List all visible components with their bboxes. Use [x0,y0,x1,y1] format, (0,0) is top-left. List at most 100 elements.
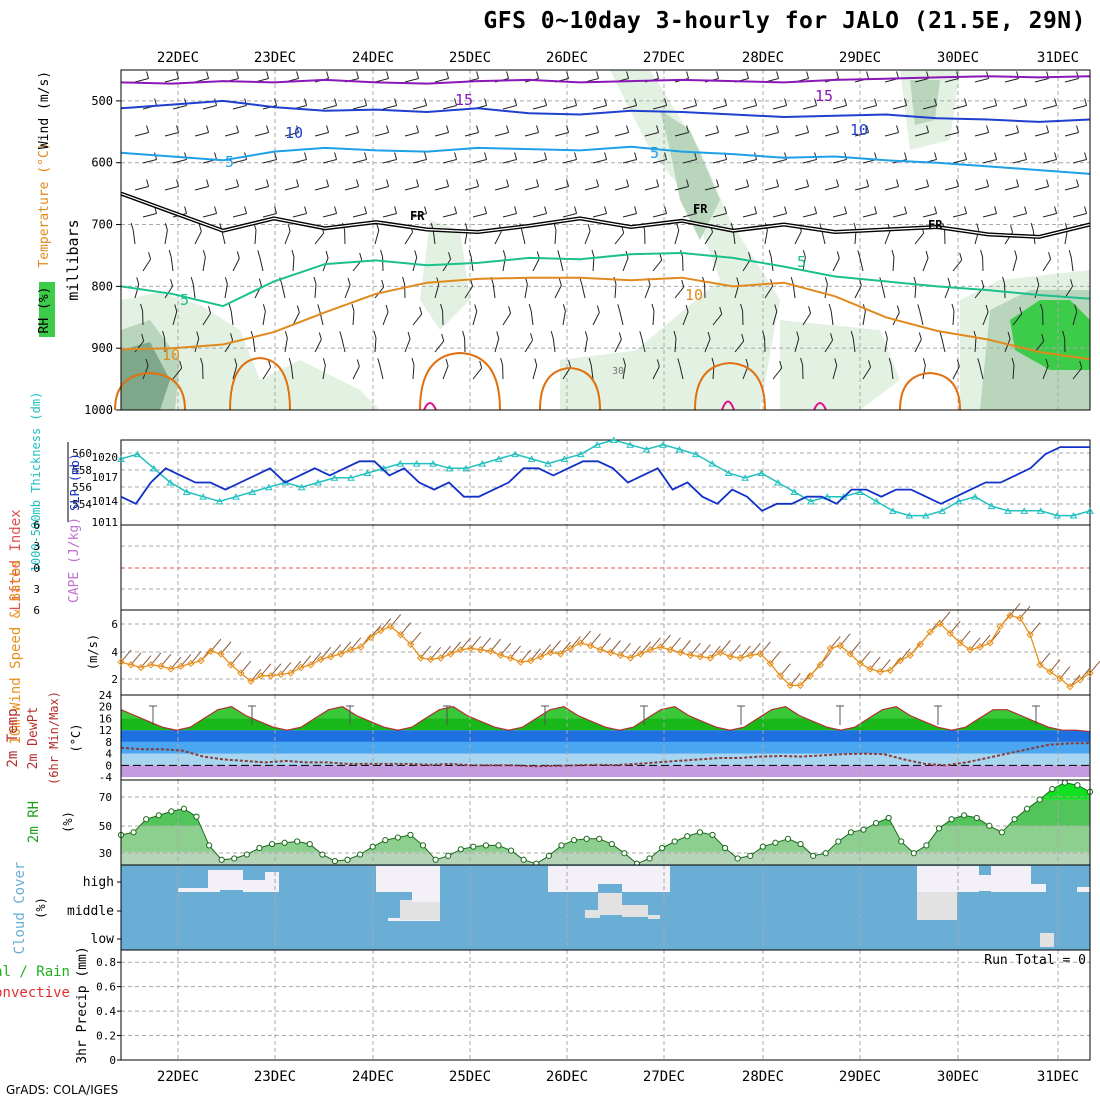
wind-barb [893,106,907,109]
wind-barb [522,230,525,244]
wind-barb-flag [387,126,389,133]
wind-barb [375,187,389,190]
wind-barb-flag [605,207,607,214]
wind-barb [533,106,547,109]
wind-barb [1043,106,1057,109]
wind-barb [1035,187,1049,190]
rh-point [823,851,828,856]
wind-barb-flag [837,72,839,79]
wind-barb-flag [1025,207,1027,214]
wind-barb-flag [829,304,831,311]
wind-barb [675,231,679,244]
wind-barb-flag [485,207,487,214]
wind-barb-flag [1085,153,1087,160]
wind-barb-flag [297,180,299,187]
cloud-unit-label: (%) [34,897,48,919]
wind-barb-flag [785,207,787,214]
precip-tick-label: 0.4 [96,1005,116,1018]
wind10-tick-label: 4 [111,646,118,659]
wind-barb-flag [1077,180,1079,187]
rh-band [121,852,1090,865]
dewpt-axis-label: 2m DewPt [26,707,41,770]
wind-barb [795,232,801,244]
wind-barb [353,367,359,379]
wind-barb [255,133,269,136]
wind-barb-flag [919,333,921,340]
rh-point [584,836,589,841]
wind-barb-flag [1077,126,1079,133]
wind-barb [533,214,547,217]
rh-point [169,809,174,814]
wind-barb-flag [1047,180,1049,187]
wind-barb [405,339,410,352]
contour-label: 10 [162,346,180,364]
wind-barb-flag [326,251,328,258]
rh-shade [780,320,900,410]
wind-barb [825,284,827,298]
wind-barb-flag [995,153,997,160]
wind-barb-flag [237,72,239,79]
wind-barb-flag [597,180,599,187]
wind-barb [165,133,179,136]
rh-point [307,841,312,846]
rh-point [974,815,979,820]
wind-barb [1005,133,1019,136]
wind-barb [315,284,316,298]
rh-point [722,845,727,850]
wind-barb-flag [137,278,139,285]
date-label-top: 28DEC [742,50,784,66]
rh-point [899,839,904,844]
wind-barb-flag [897,180,899,187]
wind-barb [173,106,187,109]
rh-point [244,852,249,857]
wind-barb [495,187,509,190]
wind-barb-flag [960,253,962,260]
wind-barb-flag [335,207,337,214]
rh-point [999,830,1004,835]
wind-barb-flag [605,153,607,160]
rh-point [886,815,891,820]
wind-barb-flag [357,360,359,367]
wind-barb-flag [446,359,448,366]
wind-barb [413,365,414,379]
pressure-axis-label: millibars [64,219,82,300]
temp-unit-label: (°C) [69,724,83,753]
wind-barb-flag [327,126,329,133]
wind-barb [525,340,533,352]
rh-point [748,853,753,858]
wind-barb [735,133,749,136]
wind-barb-flag [412,358,414,365]
wind-barb-flag [755,99,757,106]
wind-barb-flag [267,72,269,79]
wind-barb-flag [1069,250,1071,257]
wind-barb-flag [597,72,599,79]
wind-barb [225,133,239,136]
wind-barb-flag [563,304,565,311]
wind-barb [833,106,847,109]
wind-barb-flag [203,250,205,257]
wind-barb-flag [357,72,359,79]
wind-barb [255,230,256,244]
wind-barb-flag [147,72,149,79]
wind-barb-flag [503,250,505,257]
rh-point [144,817,149,822]
wind-barb-flag [319,333,321,340]
slp-line [121,447,1090,511]
temp-band [121,765,1090,777]
wind-barb [285,231,290,244]
wind-barb [885,133,899,136]
wind-barb-flag [1055,99,1057,106]
wind-barb-flag [215,207,217,214]
wind-barb [342,338,345,352]
wind-barb [1071,257,1073,271]
wind-barb [615,187,629,190]
wind-barb-flag [981,250,983,257]
cloud-cell [208,870,220,892]
wind-barb [1065,133,1079,136]
wind-barb-flag [348,278,350,285]
wind-barb-flag [785,99,787,106]
wind-barb [315,133,329,136]
rh-band [121,800,1090,826]
wind-barb [593,106,607,109]
wind-barb-flag [1047,126,1049,133]
